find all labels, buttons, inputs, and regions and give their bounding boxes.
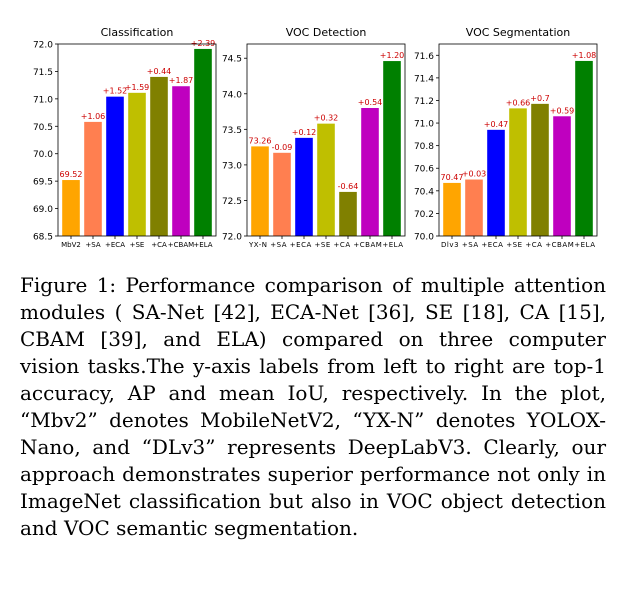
- y-tick-label: 73.0: [222, 161, 242, 171]
- x-tick-label: +CA: [151, 241, 167, 249]
- y-tick-label: 70.0: [414, 233, 434, 243]
- plot-frame: [57, 43, 217, 237]
- bar-value-label: +1.59: [125, 83, 150, 92]
- bar-value-label: 70.47: [441, 173, 464, 182]
- bar-value-label: +1.87: [169, 76, 194, 85]
- bar: [531, 103, 549, 236]
- x-tick-labels: Dlv3 +SA +ECA +SE +CA +CBAM+ELA: [441, 241, 595, 249]
- bar-value-label: 69.52: [60, 170, 83, 179]
- bar: [443, 182, 461, 236]
- x-tick-label: +CBAM: [168, 241, 194, 249]
- bar-value-label: +0.66: [506, 98, 531, 107]
- bar-value-label: +1.20: [380, 51, 405, 60]
- bar-value-label: +2.39: [191, 39, 216, 48]
- y-tick-label: 70.2: [414, 210, 434, 220]
- bar: [251, 146, 269, 236]
- bar-value-label: -0.09: [272, 143, 293, 152]
- y-tick-label: 72.0: [222, 233, 242, 243]
- y-tick-label: 71.0: [414, 120, 434, 130]
- y-tick-label: 74.5: [222, 55, 242, 65]
- y-tick-label: 71.2: [414, 97, 434, 107]
- y-tick-label: 71.0: [33, 95, 53, 105]
- bar: [172, 86, 190, 237]
- bar: [509, 108, 527, 236]
- bar: [383, 61, 401, 236]
- bar-value-label: +0.7: [530, 94, 549, 103]
- bar: [106, 96, 124, 236]
- x-tick-label: +SA: [85, 241, 100, 249]
- bar: [465, 179, 483, 236]
- x-tick-label: MbV2: [61, 241, 81, 249]
- x-tick-label: +ECA: [105, 241, 125, 249]
- y-tick-label: 68.5: [33, 233, 53, 243]
- x-tick-labels: YX-N +SA +ECA +SE +CA +CBAM+ELA: [248, 241, 403, 249]
- bar-value-label: +0.59: [550, 106, 575, 115]
- bar-value-label: +0.32: [314, 114, 339, 123]
- panel-title: VOC Detection: [286, 26, 367, 39]
- bar: [295, 137, 313, 236]
- bar: [575, 60, 593, 236]
- bar-value-label: +1.52: [103, 87, 128, 96]
- bar: [84, 121, 102, 236]
- panel-title: Classification: [101, 26, 174, 39]
- y-tick-label: 74.0: [222, 90, 242, 100]
- y-tick-label: 71.6: [414, 52, 434, 62]
- bar-value-label: +0.12: [292, 128, 317, 137]
- bar: [487, 129, 505, 236]
- bar: [150, 76, 168, 237]
- panel-title: VOC Segmentation: [466, 26, 571, 39]
- x-tick-label: +ELA: [193, 241, 212, 249]
- y-tick-label: 72.0: [33, 41, 53, 51]
- y-tick-label: 70.0: [33, 150, 53, 160]
- bar-value-label: +1.08: [572, 51, 597, 60]
- y-tick-label: 70.6: [414, 165, 434, 175]
- bar-value-label: +1.06: [81, 112, 106, 121]
- y-tick-label: 69.5: [33, 178, 53, 188]
- bar: [273, 152, 291, 236]
- x-tick-label: +SE: [130, 241, 145, 249]
- plot-frame: [438, 43, 598, 237]
- bar-value-label: 73.26: [249, 136, 272, 145]
- y-tick-label: 69.0: [33, 205, 53, 215]
- bar: [361, 108, 379, 236]
- bar: [62, 180, 80, 236]
- bar: [128, 92, 146, 236]
- bar: [194, 48, 212, 237]
- bar: [553, 116, 571, 236]
- bar: [339, 191, 357, 236]
- y-tick-label: 70.4: [414, 187, 434, 197]
- bar: [317, 123, 335, 236]
- bar-value-label: +0.54: [358, 98, 383, 107]
- y-tick-label: 71.4: [414, 74, 434, 84]
- bar-value-label: +0.47: [484, 120, 509, 129]
- bar-value-label: -0.64: [338, 182, 359, 191]
- bar-value-label: +0.44: [147, 67, 172, 76]
- y-tick-label: 70.8: [414, 142, 434, 152]
- y-tick-label: 71.5: [33, 68, 53, 78]
- y-tick-label: 73.5: [222, 126, 242, 136]
- plot-frame: [246, 43, 406, 237]
- figure-caption: Figure 1: Performance comparison of mult…: [20, 273, 606, 540]
- y-tick-label: 70.5: [33, 123, 53, 133]
- y-tick-label: 72.5: [222, 197, 242, 207]
- bar-value-label: +0.03: [462, 170, 487, 179]
